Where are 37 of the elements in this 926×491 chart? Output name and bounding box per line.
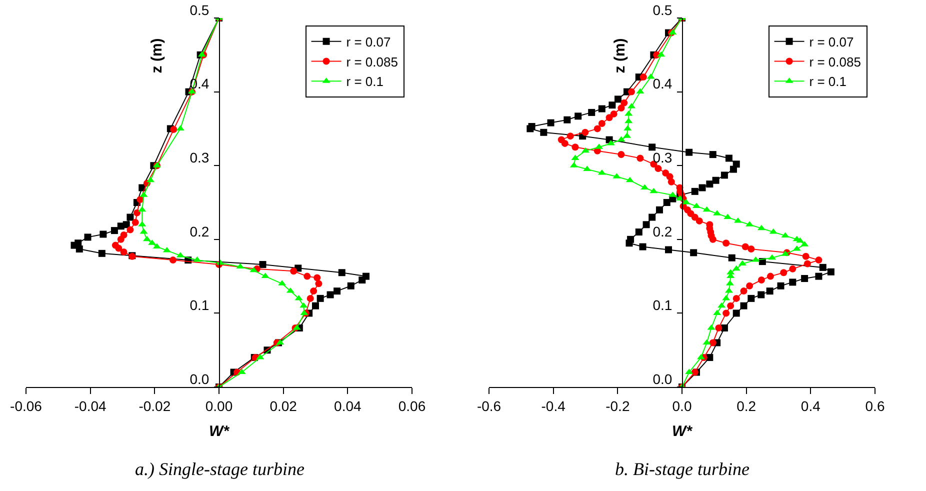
x-tick-label: 0.00 xyxy=(205,398,233,414)
x-tick-label: -0.6 xyxy=(476,398,502,414)
x-axis-title: W* xyxy=(209,422,230,440)
legend-label: r = 0.1 xyxy=(809,74,846,90)
y-tick-label: 0.5 xyxy=(190,2,210,18)
text: b. Bi-stage turbine xyxy=(615,459,750,479)
y-tick-label: 0.0 xyxy=(190,370,210,387)
legend-label: r = 0.07 xyxy=(346,34,391,50)
x-tick-label: 0.0 xyxy=(672,398,692,414)
x-tick-label: 0.2 xyxy=(736,398,756,414)
x-tick-label: -0.02 xyxy=(138,398,171,414)
x-tick-label: 0.04 xyxy=(334,398,362,414)
y-tick-label: 0.3 xyxy=(652,150,672,166)
legend-label: r = 0.085 xyxy=(809,54,861,70)
y-axis-title: z (m) xyxy=(148,38,166,74)
legend-label: r = 0.07 xyxy=(809,34,854,50)
y-tick-label: 0.4 xyxy=(652,76,672,92)
x-tick-label: 0.02 xyxy=(270,398,298,414)
text: a.) Single-stage turbine xyxy=(135,459,304,479)
x-tick-label: -0.2 xyxy=(606,398,630,414)
x-tick-label: -0.04 xyxy=(74,398,106,414)
legend-label: r = 0.1 xyxy=(346,74,384,90)
x-tick-label: 0.4 xyxy=(800,398,821,414)
y-tick-label: 0.5 xyxy=(652,2,672,18)
y-tick-label: 0.1 xyxy=(190,297,210,314)
y-tick-label: 0.1 xyxy=(652,297,672,314)
x-tick-label: 0.6 xyxy=(865,398,885,414)
legend-label: r = 0.085 xyxy=(346,54,398,70)
y-tick-label: 0.2 xyxy=(190,223,210,240)
x-axis-title: W* xyxy=(672,422,694,440)
x-tick-label: -0.4 xyxy=(541,398,566,414)
x-tick-label: -0.06 xyxy=(10,398,42,414)
y-tick-label: 0.3 xyxy=(190,150,210,166)
y-tick-label: 0.2 xyxy=(652,223,672,240)
y-tick-label: 0.0 xyxy=(652,370,672,387)
x-tick-label: 0.06 xyxy=(398,398,426,414)
y-axis-title: z (m) xyxy=(611,38,628,74)
